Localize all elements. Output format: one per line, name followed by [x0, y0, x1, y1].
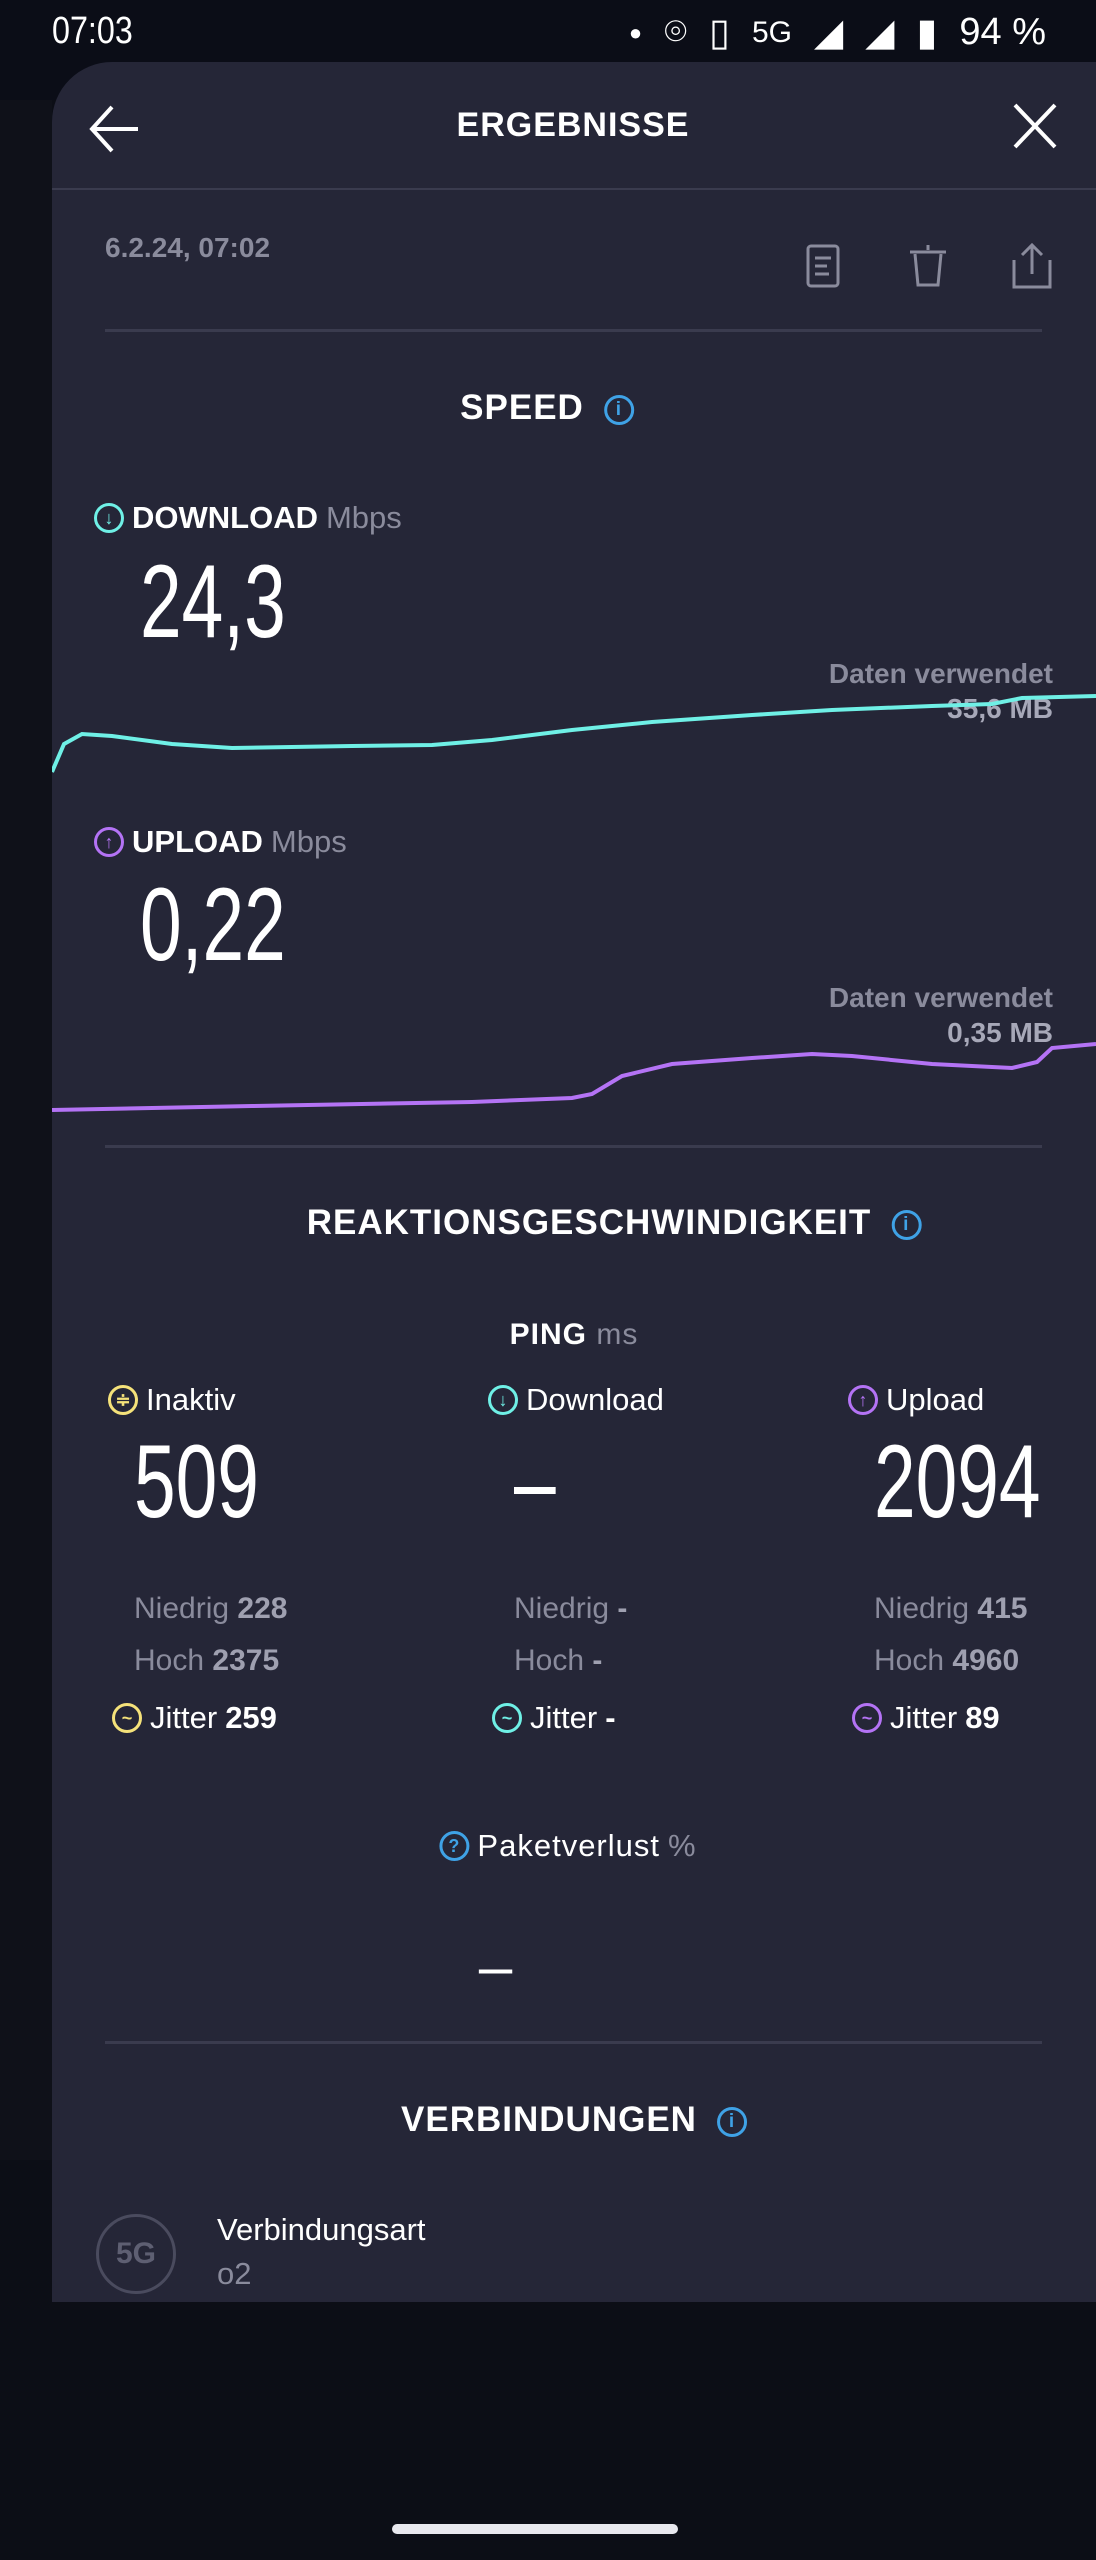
packet-loss-label: ? Paketverlust%	[439, 1828, 696, 1864]
info-icon[interactable]: i	[716, 2106, 747, 2137]
connection-type-label: Verbindungsart	[217, 2212, 426, 2247]
home-indicator[interactable]	[392, 2524, 678, 2534]
ping-low: Niedrig -	[514, 1592, 628, 1625]
ping-value: 509	[134, 1424, 259, 1540]
battery-level: 94 %	[959, 11, 1046, 53]
download-speed-line	[52, 694, 1096, 773]
packet-loss-value: –	[478, 1933, 514, 2000]
header-divider	[52, 188, 1096, 190]
divider	[105, 329, 1042, 332]
status-time: 07:03	[52, 10, 133, 52]
ping-label: ↑ Upload	[848, 1382, 984, 1418]
close-icon[interactable]	[1012, 102, 1058, 150]
vibrate-icon: ▯	[709, 12, 730, 54]
results-panel: ERGEBNISSE 6.2.24, 07:02 SPEED i ↓ DOWNLO…	[52, 62, 1096, 2302]
info-icon[interactable]: i	[891, 1209, 922, 1240]
network-type: 5G	[751, 15, 792, 49]
divider	[105, 1145, 1042, 1148]
provider-name: o2	[217, 2256, 252, 2291]
back-arrow-icon[interactable]	[88, 104, 144, 154]
jitter-icon: ~	[852, 1703, 882, 1733]
result-date: 6.2.24, 07:02	[105, 232, 271, 263]
jitter: ~ Jitter 89	[852, 1700, 1000, 1736]
upload-arrow-icon: ↑	[94, 827, 124, 857]
notes-icon[interactable]	[806, 244, 840, 288]
upload-value: 0,22	[140, 867, 286, 983]
upload-chart	[52, 1042, 1096, 1112]
connections-title: VERBINDUNGEN i	[401, 2100, 747, 2140]
location-icon: ⌾	[664, 11, 688, 53]
upload-label: ↑ UPLOAD Mbps	[94, 824, 347, 860]
download-data-used: Daten verwendet 35,6 MB	[828, 658, 1053, 724]
upload-speed-line	[52, 1042, 1096, 1112]
jitter: ~ Jitter 259	[112, 1700, 277, 1736]
5g-badge-icon: 5G	[96, 2214, 176, 2294]
upload-ping-icon: ↑	[848, 1385, 878, 1415]
idle-ping-icon: ≑	[108, 1385, 138, 1415]
speed-title: SPEED i	[460, 388, 634, 428]
jitter-icon: ~	[492, 1703, 522, 1733]
ping-label: ≑ Inaktiv	[108, 1382, 236, 1418]
ping-high: Hoch 4960	[874, 1644, 1020, 1677]
info-icon[interactable]: i	[603, 394, 634, 425]
ping-value: –	[514, 1424, 556, 1540]
download-value: 24,3	[140, 544, 286, 660]
help-icon[interactable]: ?	[439, 1831, 470, 1861]
download-chart	[52, 694, 1096, 773]
latency-title: REAKTIONSGESCHWINDIGKEIT i	[307, 1203, 922, 1243]
share-icon[interactable]	[1011, 242, 1053, 290]
ping-high: Hoch 2375	[134, 1644, 280, 1677]
jitter: ~ Jitter -	[492, 1700, 616, 1736]
page-title: ERGEBNISSE	[456, 106, 690, 144]
signal-icon: ◢	[813, 12, 844, 54]
background-screen	[0, 100, 52, 2160]
upload-data-used: Daten verwendet 0,35 MB	[828, 982, 1053, 1048]
notification-dot-icon: ●	[628, 19, 643, 45]
ping-label: ↓ Download	[488, 1382, 664, 1418]
ping-low: Niedrig 228	[134, 1592, 288, 1625]
download-label: ↓ DOWNLOAD Mbps	[94, 500, 402, 536]
divider	[105, 2041, 1042, 2044]
ping-title: PING ms	[509, 1318, 639, 1351]
download-arrow-icon: ↓	[94, 503, 124, 533]
battery-icon: ▮	[916, 12, 938, 54]
ping-low: Niedrig 415	[874, 1592, 1028, 1625]
signal-icon-2: ◢	[865, 12, 895, 54]
ping-value: 2094	[874, 1424, 1041, 1540]
trash-icon[interactable]	[907, 242, 949, 288]
jitter-icon: ~	[112, 1703, 142, 1733]
download-ping-icon: ↓	[488, 1385, 518, 1415]
ping-high: Hoch -	[514, 1644, 603, 1677]
